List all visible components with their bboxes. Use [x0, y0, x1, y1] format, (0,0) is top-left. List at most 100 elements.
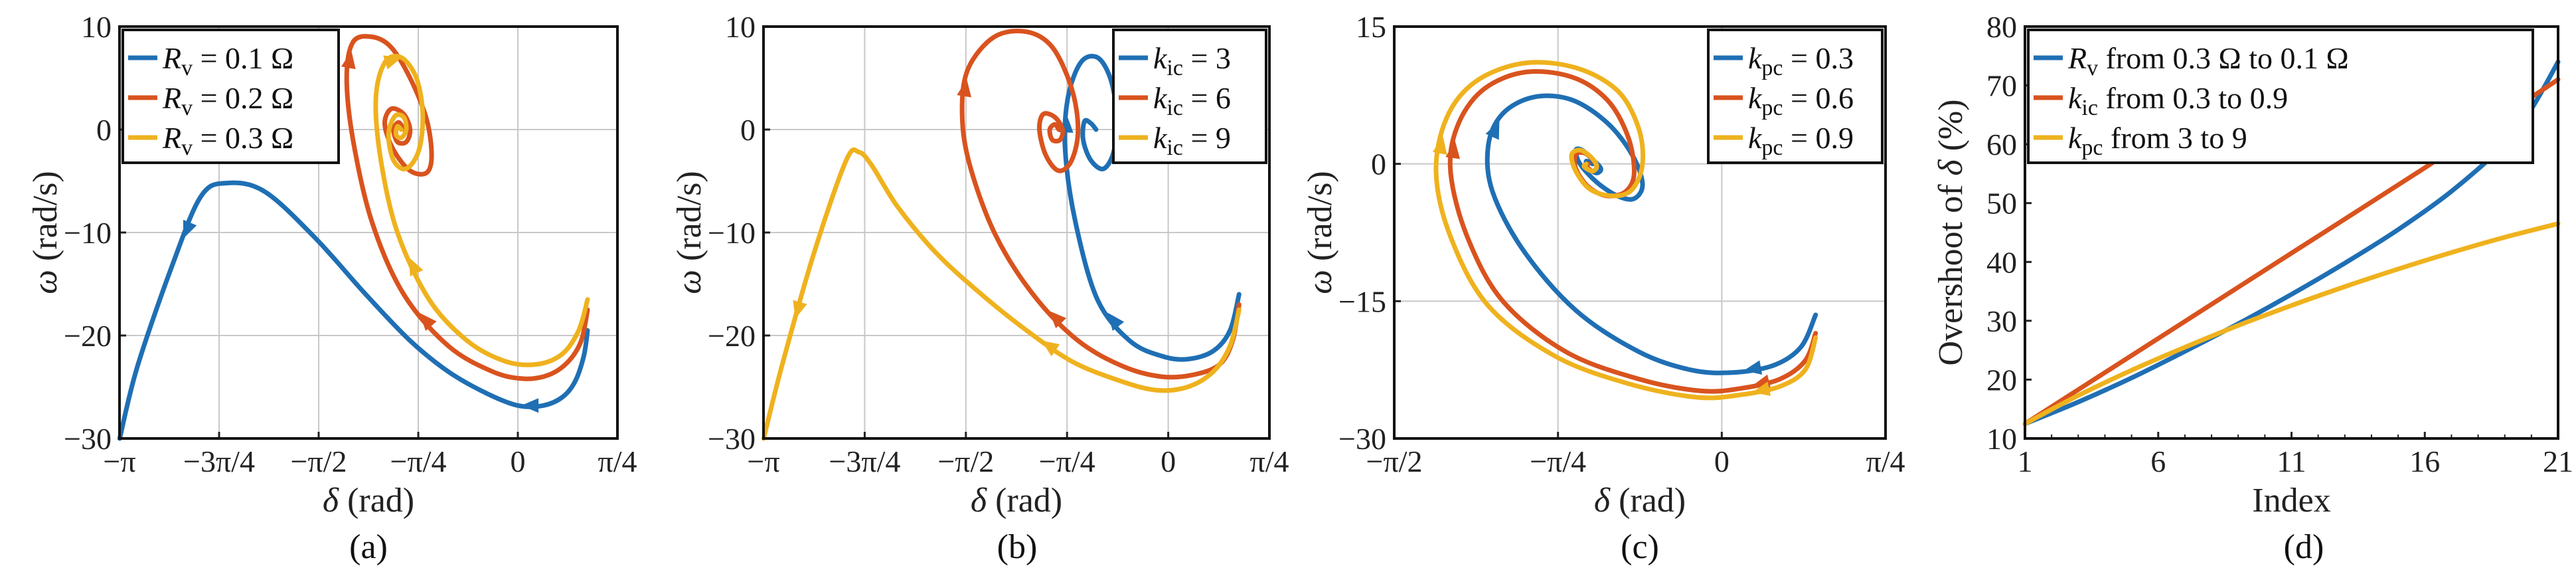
- x-tick-label: −π/2: [291, 444, 347, 478]
- legend-entry: kpc from 3 to 9: [2068, 121, 2247, 160]
- x-tick-label: −π/4: [1530, 444, 1586, 478]
- y-tick-label: 10: [81, 10, 112, 44]
- y-tick-label: 60: [1986, 128, 2017, 161]
- y-tick-label: 10: [1986, 422, 2017, 456]
- x-axis-label: δ (rad): [1594, 482, 1686, 520]
- y-tick-label: 70: [1986, 69, 2017, 103]
- plot-frame: [2024, 25, 2559, 440]
- x-axis-label: Index: [2252, 482, 2330, 520]
- x-tick-label: 21: [2543, 444, 2573, 478]
- y-axis-label: ω (rad/s): [27, 171, 64, 294]
- x-tick-label: 16: [2409, 444, 2440, 478]
- y-axis-label: Overshoot of δ (%): [1932, 99, 1970, 365]
- y-tick-label: 0: [96, 113, 112, 147]
- direction-arrow: [957, 79, 972, 98]
- x-tick-label: π/4: [1249, 444, 1289, 478]
- legend-entry: Rv = 0.2 Ω: [162, 81, 293, 120]
- x-axis-label: δ (rad): [971, 482, 1062, 520]
- legend-entry: kpc = 0.9: [1748, 121, 1854, 160]
- x-tick-label: −3π/4: [183, 444, 255, 478]
- x-tick-label: 11: [2277, 444, 2306, 478]
- y-tick-label: 30: [1986, 304, 2017, 338]
- series-line-1: [1062, 54, 1242, 362]
- direction-arrow: [1049, 310, 1067, 329]
- y-axis-label: ω (rad/s): [1301, 171, 1339, 294]
- series-line-2: [344, 34, 590, 381]
- chart-a: −π −3π/4 −π/2 −π/4 0 π/4 −30 −20 −10 0 10 Rv = 0.1 …: [27, 10, 637, 520]
- panel-c-label: (c): [1621, 528, 1659, 566]
- y-axis-label: ω (rad/s): [671, 171, 708, 294]
- x-tick-label: −π/4: [1039, 444, 1095, 478]
- y-tick-label: −20: [64, 319, 112, 353]
- legend-box: [121, 29, 340, 164]
- legend-entry: kic = 3: [1153, 41, 1231, 80]
- y-tick-label: 20: [1986, 363, 2017, 397]
- panel-d-label: (d): [2284, 528, 2324, 566]
- panel-a: (a) −π −3π/4 −π/2 −π/4 0 π/4 −30 −20 −10 0 10 Rv = …: [27, 10, 637, 566]
- direction-arrow: [420, 313, 437, 332]
- legend-entry: kpc = 0.6: [1748, 81, 1854, 120]
- legend-box: [2027, 29, 2534, 164]
- plot-frame: [762, 25, 1271, 440]
- x-tick-label: 0: [1714, 444, 1730, 478]
- x-axis-label: δ (rad): [323, 482, 414, 520]
- x-tick-label: 6: [2150, 444, 2166, 478]
- direction-arrow: [1752, 381, 1771, 396]
- series-line-2: [959, 29, 1242, 380]
- legend-entry: Rv from 0.3 Ω to 0.1 Ω: [2067, 41, 2349, 80]
- direction-arrow: [1041, 340, 1060, 357]
- x-tick-label: 0: [1161, 444, 1176, 478]
- y-tick-label: −10: [708, 216, 756, 250]
- x-tick-label: −3π/4: [829, 444, 900, 478]
- series-line-3: [2022, 221, 2561, 427]
- y-tick-label: 80: [1986, 10, 2017, 44]
- y-tick-label: −10: [64, 216, 112, 250]
- legend-entry: kic = 6: [1153, 81, 1231, 120]
- y-tick-label: 0: [1371, 147, 1386, 181]
- series-line-1: [117, 180, 590, 441]
- y-tick-label: 40: [1986, 245, 2017, 279]
- direction-arrow: [793, 300, 807, 319]
- legend-entry: kic = 9: [1153, 121, 1231, 160]
- legend-entry: Rv = 0.3 Ω: [162, 121, 293, 160]
- legend-entry: kpc = 0.3: [1748, 41, 1854, 80]
- y-tick-label: 15: [1356, 10, 1386, 44]
- series-line-3: [373, 54, 590, 367]
- x-tick-label: π/4: [1866, 444, 1905, 478]
- x-tick-label: −π/2: [1366, 444, 1423, 478]
- direction-arrow: [1107, 312, 1125, 332]
- x-tick-label: −π: [747, 444, 779, 478]
- direction-arrow: [409, 257, 424, 276]
- direction-arrow: [521, 398, 539, 413]
- legend: Rv = 0.1 ΩRv = 0.2 ΩRv = 0.3 Ω: [121, 29, 340, 164]
- plot-frame: [1393, 25, 1887, 440]
- x-tick-label: −π: [103, 444, 135, 478]
- panel-b-label: (b): [997, 528, 1038, 566]
- y-tick-label: 0: [740, 113, 756, 147]
- panel-b: (b) −π −3π/4 −π/2 −π/4 0 π/4 −30 −20 −10 0 10 kic =…: [671, 10, 1289, 566]
- legend-entry: kic from 0.3 to 0.9: [2068, 81, 2288, 120]
- y-tick-label: 50: [1986, 187, 2017, 221]
- series-line-3: [1433, 60, 1818, 401]
- y-tick-label: −30: [708, 422, 756, 456]
- y-tick-label: 10: [725, 10, 756, 44]
- x-tick-label: −π/2: [937, 444, 994, 478]
- direction-arrow: [1445, 141, 1461, 159]
- y-tick-label: −20: [708, 319, 756, 353]
- direction-arrow: [383, 55, 402, 70]
- panel-a-label: (a): [349, 528, 388, 566]
- direction-arrow: [183, 219, 197, 239]
- y-tick-label: −30: [64, 422, 112, 456]
- direction-arrow: [1485, 121, 1500, 140]
- legend-entry: Rv = 0.1 Ω: [162, 41, 293, 80]
- y-tick-label: −30: [1338, 422, 1386, 456]
- x-tick-label: −π/4: [390, 444, 447, 478]
- direction-arrow: [341, 50, 356, 70]
